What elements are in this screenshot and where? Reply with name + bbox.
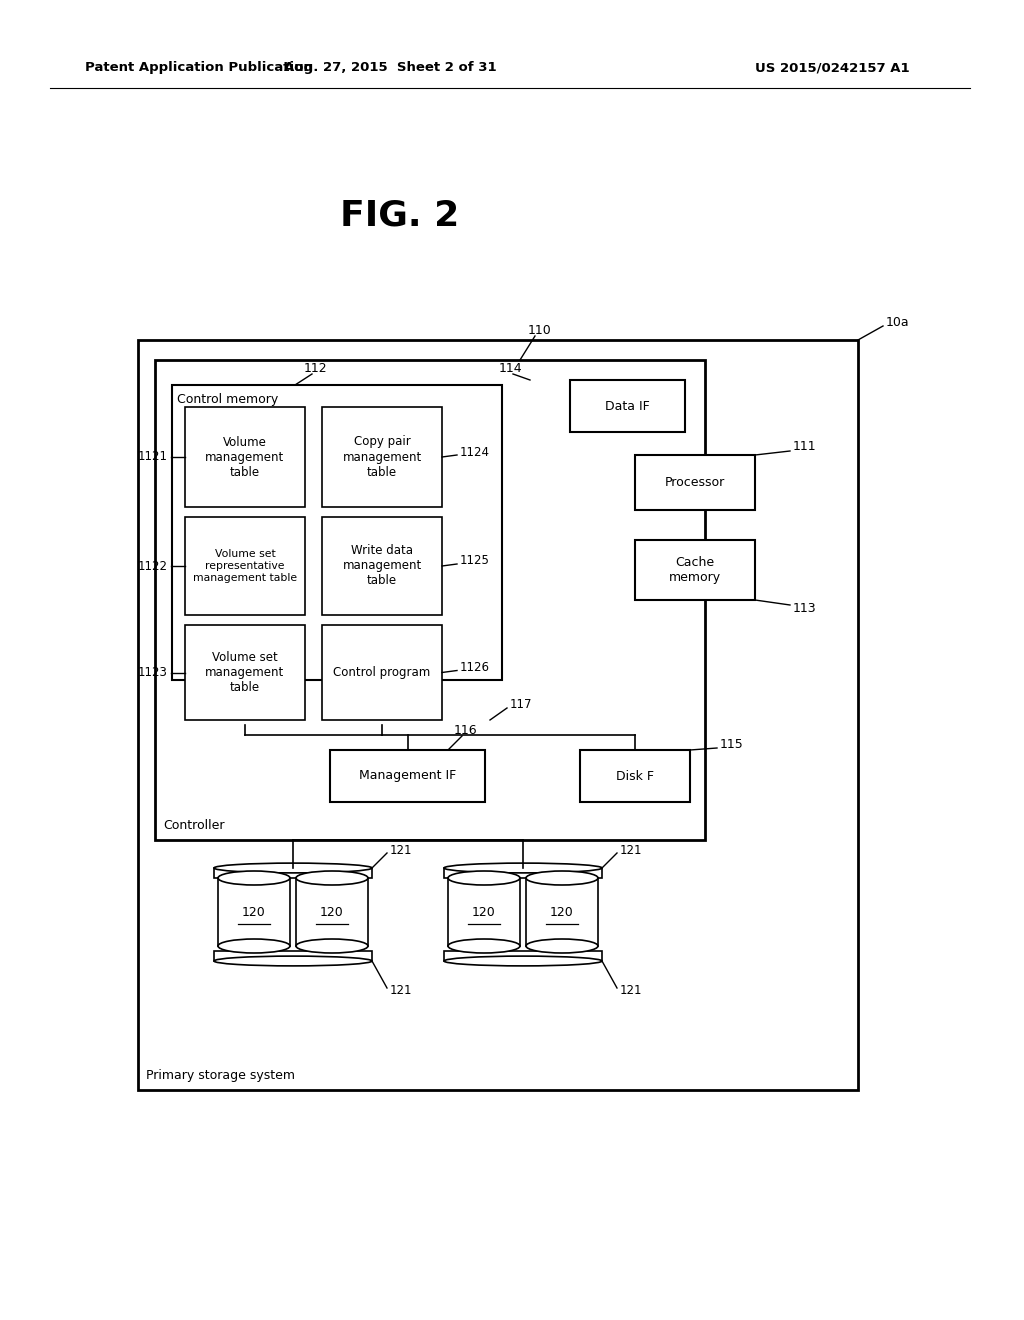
Text: 1123: 1123 xyxy=(138,667,168,678)
Text: 120: 120 xyxy=(242,906,266,919)
Text: 110: 110 xyxy=(528,323,552,337)
Text: 10a: 10a xyxy=(886,315,909,329)
Ellipse shape xyxy=(449,939,520,953)
Ellipse shape xyxy=(296,939,368,953)
Text: 120: 120 xyxy=(472,906,496,919)
Text: 1122: 1122 xyxy=(138,560,168,573)
Bar xyxy=(185,624,305,719)
Ellipse shape xyxy=(214,956,372,966)
Bar xyxy=(322,517,442,615)
Bar xyxy=(138,341,858,1090)
Text: Control program: Control program xyxy=(334,667,431,678)
Text: 121: 121 xyxy=(620,985,642,998)
Text: Volume set
management
table: Volume set management table xyxy=(206,651,285,694)
Text: 120: 120 xyxy=(550,906,573,919)
Text: 117: 117 xyxy=(510,698,532,711)
Text: Control memory: Control memory xyxy=(177,392,279,405)
Text: 1125: 1125 xyxy=(460,554,489,568)
Bar xyxy=(214,950,372,961)
Text: Aug. 27, 2015  Sheet 2 of 31: Aug. 27, 2015 Sheet 2 of 31 xyxy=(284,62,497,74)
Text: 121: 121 xyxy=(390,843,413,857)
Bar xyxy=(185,407,305,507)
Text: Controller: Controller xyxy=(163,818,224,832)
Text: 121: 121 xyxy=(390,985,413,998)
Bar xyxy=(580,750,690,803)
Text: 114: 114 xyxy=(499,362,522,375)
Ellipse shape xyxy=(449,871,520,884)
Ellipse shape xyxy=(444,863,602,873)
Ellipse shape xyxy=(218,871,290,884)
Text: 111: 111 xyxy=(793,441,816,454)
Text: 1124: 1124 xyxy=(460,446,490,458)
Text: Cache
memory: Cache memory xyxy=(669,556,721,583)
Bar xyxy=(155,360,705,840)
Bar xyxy=(218,878,290,946)
Ellipse shape xyxy=(444,956,602,966)
Text: Management IF: Management IF xyxy=(358,770,456,783)
Text: 121: 121 xyxy=(620,843,642,857)
Text: Disk F: Disk F xyxy=(616,770,654,783)
Bar xyxy=(570,380,685,432)
Ellipse shape xyxy=(526,939,598,953)
Text: Copy pair
management
table: Copy pair management table xyxy=(342,436,422,479)
Text: Processor: Processor xyxy=(665,477,725,488)
Text: US 2015/0242157 A1: US 2015/0242157 A1 xyxy=(756,62,910,74)
Ellipse shape xyxy=(214,863,372,873)
Text: Volume
management
table: Volume management table xyxy=(206,436,285,479)
Text: Write data
management
table: Write data management table xyxy=(342,544,422,587)
Ellipse shape xyxy=(218,939,290,953)
Bar xyxy=(185,517,305,615)
Bar xyxy=(444,950,602,961)
Text: Volume set
representative
management table: Volume set representative management tab… xyxy=(193,549,297,582)
Text: FIG. 2: FIG. 2 xyxy=(340,198,460,232)
Text: Primary storage system: Primary storage system xyxy=(146,1069,295,1082)
Ellipse shape xyxy=(296,871,368,884)
Bar xyxy=(330,750,485,803)
Text: 113: 113 xyxy=(793,602,816,615)
Bar xyxy=(449,878,520,946)
Bar xyxy=(635,455,755,510)
Text: 116: 116 xyxy=(454,723,477,737)
Text: Data IF: Data IF xyxy=(605,400,650,412)
Bar xyxy=(526,878,598,946)
Text: 120: 120 xyxy=(321,906,344,919)
Bar xyxy=(214,869,372,878)
Bar xyxy=(322,624,442,719)
Text: Patent Application Publication: Patent Application Publication xyxy=(85,62,312,74)
Bar xyxy=(635,540,755,601)
Text: 112: 112 xyxy=(303,362,327,375)
Ellipse shape xyxy=(526,871,598,884)
Bar xyxy=(172,385,502,680)
Bar xyxy=(322,407,442,507)
Bar xyxy=(296,878,368,946)
Text: 1126: 1126 xyxy=(460,661,490,675)
Text: 115: 115 xyxy=(720,738,743,751)
Bar xyxy=(444,869,602,878)
Text: 1121: 1121 xyxy=(138,450,168,463)
